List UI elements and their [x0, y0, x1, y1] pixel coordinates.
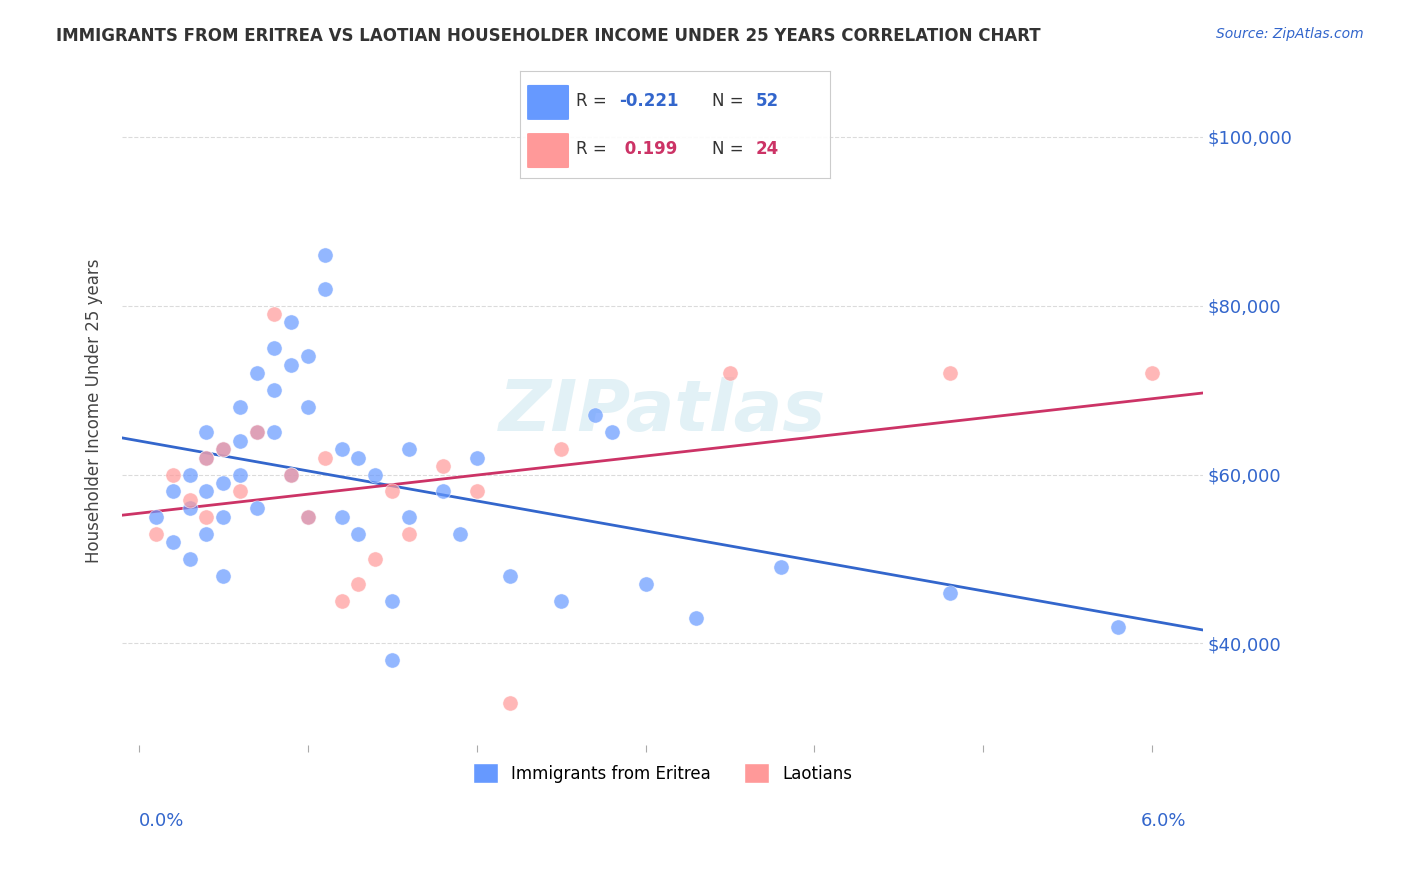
Point	[600, 425, 623, 440]
Point	[212, 442, 235, 457]
Text: R =: R =	[576, 141, 612, 159]
Point	[432, 484, 454, 499]
Text: Source: ZipAtlas.com: Source: ZipAtlas.com	[1216, 27, 1364, 41]
Point	[1107, 619, 1129, 633]
Point	[297, 509, 319, 524]
Text: N =: N =	[711, 93, 749, 111]
Point	[381, 653, 404, 667]
Point	[229, 467, 252, 482]
Point	[263, 307, 285, 321]
Point	[550, 594, 572, 608]
Point	[685, 611, 707, 625]
Point	[347, 526, 370, 541]
FancyBboxPatch shape	[526, 84, 569, 120]
Point	[263, 341, 285, 355]
Point	[314, 282, 336, 296]
Point	[1140, 366, 1163, 380]
Text: 24: 24	[755, 141, 779, 159]
Point	[938, 366, 960, 380]
Point	[499, 569, 522, 583]
Text: 6.0%: 6.0%	[1140, 813, 1185, 830]
Point	[381, 484, 404, 499]
Point	[162, 484, 184, 499]
Point	[145, 526, 167, 541]
Point	[162, 467, 184, 482]
Point	[465, 450, 488, 465]
Point	[246, 366, 269, 380]
Point	[212, 442, 235, 457]
Point	[195, 425, 218, 440]
Point	[449, 526, 471, 541]
Point	[179, 467, 201, 482]
Point	[229, 484, 252, 499]
Point	[398, 442, 420, 457]
Point	[246, 501, 269, 516]
Point	[330, 594, 353, 608]
Point	[179, 492, 201, 507]
Text: 0.0%: 0.0%	[139, 813, 184, 830]
Point	[330, 509, 353, 524]
Text: -0.221: -0.221	[619, 93, 679, 111]
Legend: Immigrants from Eritrea, Laotians: Immigrants from Eritrea, Laotians	[465, 756, 859, 790]
Point	[195, 450, 218, 465]
Point	[364, 467, 387, 482]
Text: IMMIGRANTS FROM ERITREA VS LAOTIAN HOUSEHOLDER INCOME UNDER 25 YEARS CORRELATION: IMMIGRANTS FROM ERITREA VS LAOTIAN HOUSE…	[56, 27, 1040, 45]
Point	[212, 509, 235, 524]
Point	[398, 509, 420, 524]
Text: 52: 52	[755, 93, 779, 111]
Point	[364, 552, 387, 566]
Point	[499, 696, 522, 710]
Point	[398, 526, 420, 541]
Point	[381, 594, 404, 608]
Point	[583, 409, 606, 423]
Text: 0.199: 0.199	[619, 141, 678, 159]
Point	[263, 383, 285, 397]
Point	[550, 442, 572, 457]
Point	[297, 400, 319, 414]
Point	[195, 526, 218, 541]
Point	[263, 425, 285, 440]
Point	[718, 366, 741, 380]
Text: N =: N =	[711, 141, 749, 159]
Point	[246, 425, 269, 440]
Text: R =: R =	[576, 93, 612, 111]
Point	[280, 358, 302, 372]
Point	[212, 475, 235, 490]
Point	[195, 450, 218, 465]
Point	[280, 467, 302, 482]
Point	[229, 400, 252, 414]
Point	[280, 467, 302, 482]
Point	[297, 509, 319, 524]
Point	[465, 484, 488, 499]
Point	[432, 458, 454, 473]
Point	[347, 450, 370, 465]
Point	[179, 552, 201, 566]
Point	[769, 560, 792, 574]
Text: ZIPatlas: ZIPatlas	[499, 376, 827, 446]
Point	[297, 349, 319, 363]
Point	[246, 425, 269, 440]
Point	[314, 248, 336, 262]
Point	[280, 315, 302, 329]
Point	[330, 442, 353, 457]
Point	[162, 535, 184, 549]
Point	[314, 450, 336, 465]
Y-axis label: Householder Income Under 25 years: Householder Income Under 25 years	[86, 259, 103, 564]
Point	[195, 509, 218, 524]
Point	[347, 577, 370, 591]
Point	[229, 434, 252, 448]
Point	[195, 484, 218, 499]
Point	[938, 586, 960, 600]
Point	[212, 569, 235, 583]
Point	[179, 501, 201, 516]
Point	[634, 577, 657, 591]
FancyBboxPatch shape	[526, 132, 569, 169]
Point	[145, 509, 167, 524]
